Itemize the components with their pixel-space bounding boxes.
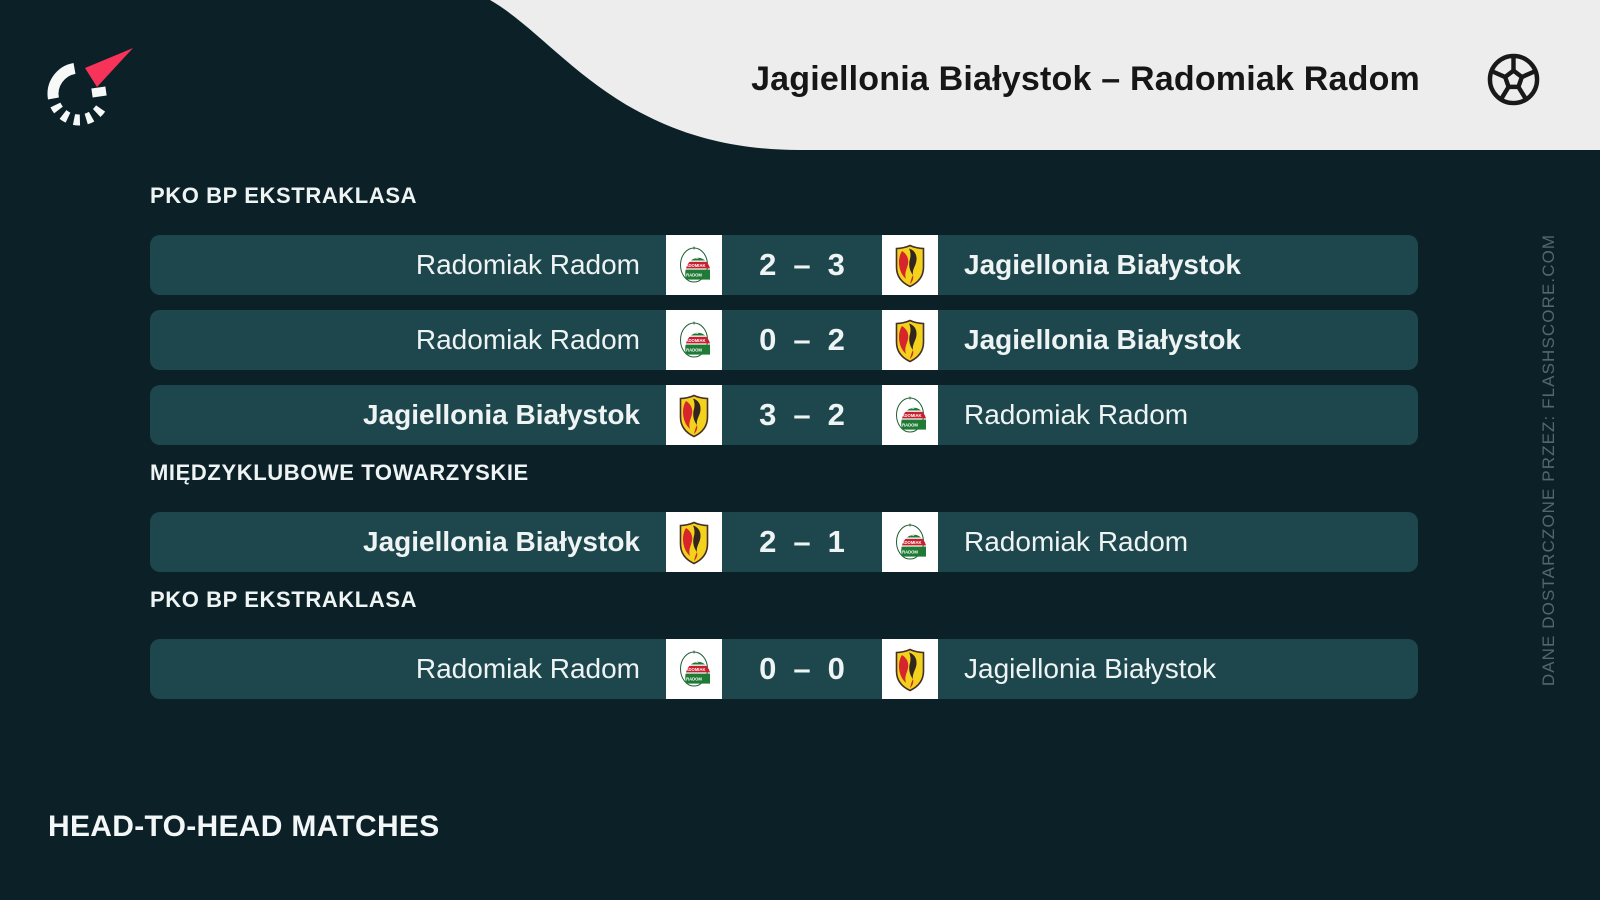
- home-score: 3: [759, 397, 777, 432]
- score-separator: –: [793, 322, 811, 357]
- match-score: 2 – 1: [722, 524, 882, 560]
- attribution-text: DANE DOSTARCZONE PRZEZ: FLASHSCORE.COM: [1539, 233, 1558, 687]
- away-team-name: Radomiak Radom: [964, 399, 1189, 430]
- away-score: 2: [827, 322, 845, 357]
- match-row[interactable]: Radomiak Radom RKS RADOMIAK RADOM 2 – 3: [150, 235, 1418, 295]
- radomiak-radom-crest: RKS RADOMIAK RADOM: [666, 235, 722, 295]
- h2h-sections: PKO BP EKSTRAKLASA Radomiak Radom RKS RA…: [150, 183, 1418, 714]
- score-separator: –: [793, 524, 811, 559]
- score-separator: –: [793, 397, 811, 432]
- match-row[interactable]: Jagiellonia Białystok 3 – 2 RKS RADOMIAK: [150, 385, 1418, 445]
- away-team-name: Jagiellonia Białystok: [964, 324, 1241, 355]
- header-light-swoosh: [490, 0, 1600, 150]
- home-team-name: Jagiellonia Białystok: [363, 399, 640, 430]
- section-label: MIĘDZYKLUBOWE TOWARZYSKIE: [150, 460, 529, 485]
- svg-text:RADOM: RADOM: [686, 348, 702, 353]
- page-title: Jagiellonia Białystok – Radomiak Radom: [751, 60, 1420, 98]
- home-score: 0: [759, 322, 777, 357]
- svg-text:RADOM: RADOM: [686, 273, 702, 278]
- match-row[interactable]: Radomiak Radom RKS RADOMIAK RADOM 0 – 2: [150, 310, 1418, 370]
- head-to-head-heading: HEAD-TO-HEAD MATCHES: [48, 810, 440, 843]
- jagiellonia-bialystok-crest: [666, 385, 722, 445]
- away-score: 1: [827, 524, 845, 559]
- football-icon: [1487, 53, 1540, 106]
- home-team-name: Jagiellonia Białystok: [363, 526, 640, 557]
- svg-text:RADOMIAK: RADOMIAK: [682, 338, 705, 343]
- match-row[interactable]: Jagiellonia Białystok 2 – 1 RKS RADOMIAK: [150, 512, 1418, 572]
- away-team-name: Jagiellonia Białystok: [964, 653, 1217, 684]
- home-score: 2: [759, 247, 777, 282]
- svg-text:RADOMIAK: RADOMIAK: [898, 540, 921, 545]
- svg-text:RADOMIAK: RADOMIAK: [682, 263, 705, 268]
- score-separator: –: [793, 247, 811, 282]
- away-score: 2: [827, 397, 845, 432]
- home-team-name: Radomiak Radom: [415, 324, 640, 355]
- match-score: 0 – 0: [722, 651, 882, 687]
- away-score: 3: [827, 247, 845, 282]
- svg-text:RADOM: RADOM: [686, 677, 702, 682]
- jagiellonia-bialystok-crest: [882, 235, 938, 295]
- home-team-name: Radomiak Radom: [415, 653, 640, 684]
- section-label: PKO BP EKSTRAKLASA: [150, 183, 418, 208]
- radomiak-radom-crest: RKS RADOMIAK RADOM: [882, 385, 938, 445]
- away-team-name: Jagiellonia Białystok: [964, 249, 1241, 280]
- flashscore-logo-icon: [47, 48, 133, 126]
- match-score: 0 – 2: [722, 322, 882, 358]
- radomiak-radom-crest: RKS RADOMIAK RADOM: [666, 310, 722, 370]
- score-separator: –: [793, 651, 811, 686]
- match-row[interactable]: Radomiak Radom RKS RADOMIAK RADOM 0 – 0: [150, 639, 1418, 699]
- jagiellonia-bialystok-crest: [882, 639, 938, 699]
- svg-text:RADOMIAK: RADOMIAK: [898, 413, 921, 418]
- svg-text:RADOM: RADOM: [902, 550, 918, 555]
- away-team-name: Radomiak Radom: [964, 526, 1189, 557]
- match-score: 3 – 2: [722, 397, 882, 433]
- jagiellonia-bialystok-crest: [666, 512, 722, 572]
- home-score: 0: [759, 651, 777, 686]
- radomiak-radom-crest: RKS RADOMIAK RADOM: [882, 512, 938, 572]
- home-team-name: Radomiak Radom: [415, 249, 640, 280]
- match-score: 2 – 3: [722, 247, 882, 283]
- jagiellonia-bialystok-crest: [882, 310, 938, 370]
- svg-text:RADOM: RADOM: [902, 423, 918, 428]
- radomiak-radom-crest: RKS RADOMIAK RADOM: [666, 639, 722, 699]
- home-score: 2: [759, 524, 777, 559]
- svg-text:RADOMIAK: RADOMIAK: [682, 667, 705, 672]
- away-score: 0: [827, 651, 845, 686]
- section-label: PKO BP EKSTRAKLASA: [150, 587, 418, 612]
